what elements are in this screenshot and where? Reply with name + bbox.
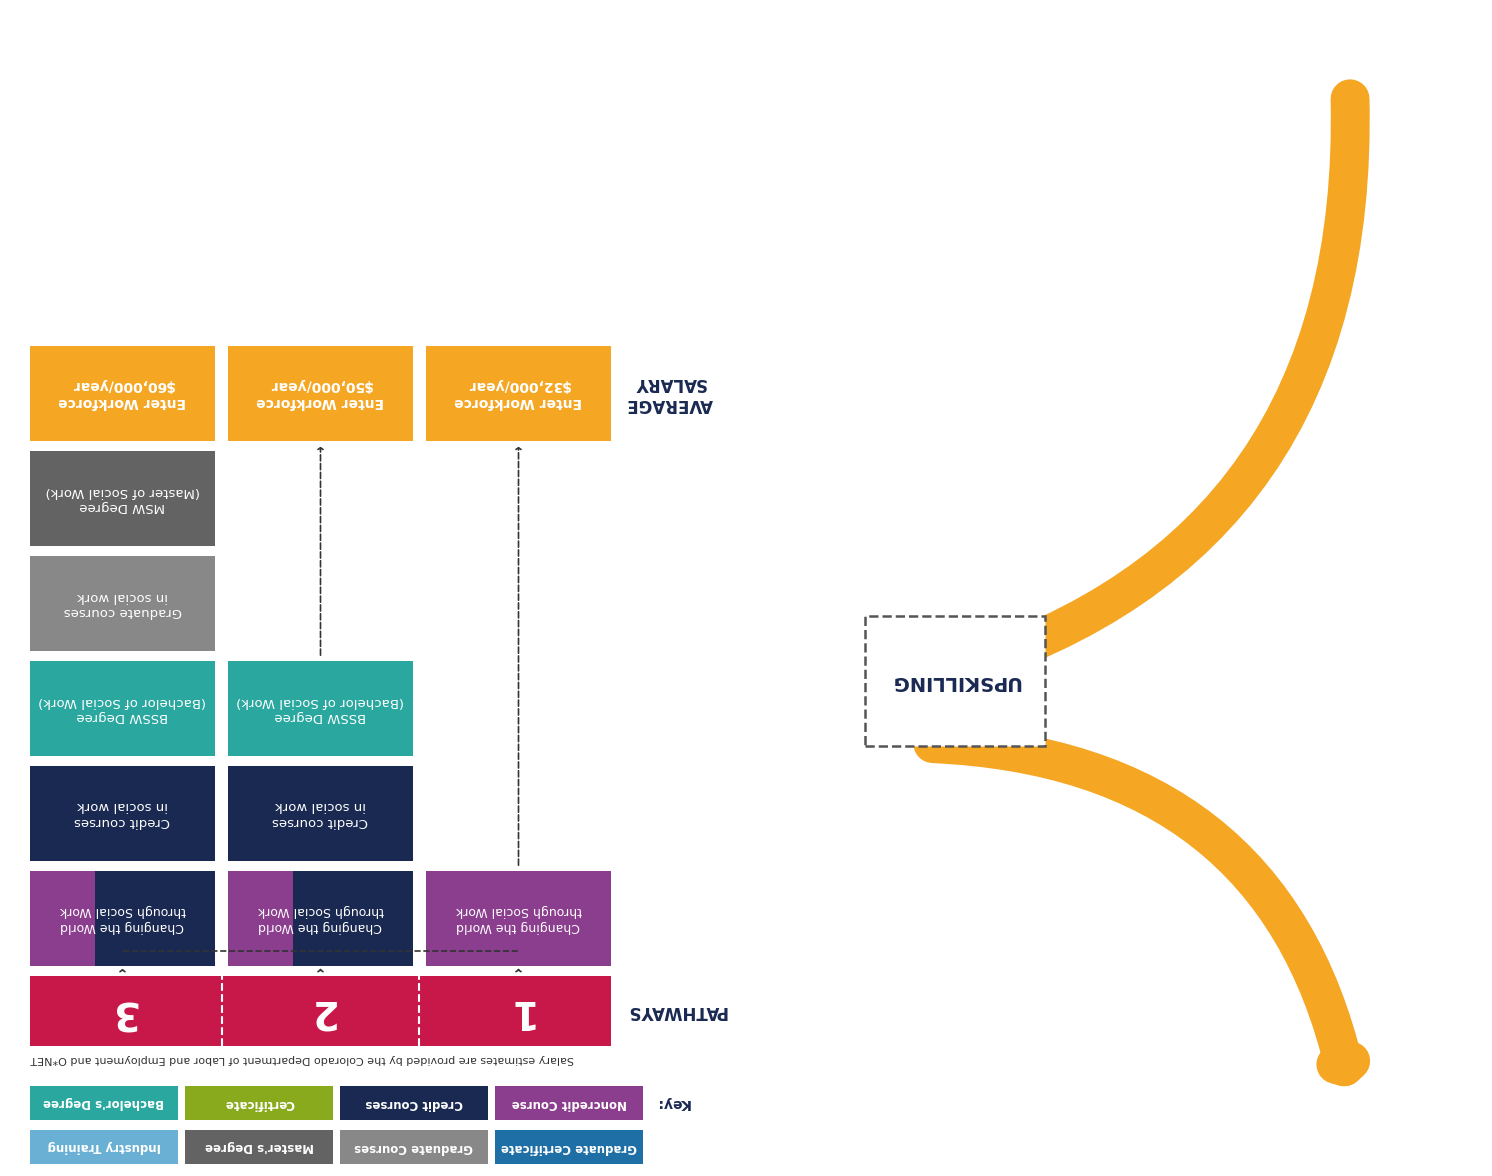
Text: Changing the World
through Social Work: Changing the World through Social Work	[60, 904, 185, 933]
Text: Graduate Courses: Graduate Courses	[355, 1141, 473, 1154]
FancyBboxPatch shape	[427, 871, 612, 965]
FancyBboxPatch shape	[495, 1085, 643, 1120]
FancyBboxPatch shape	[185, 1085, 333, 1120]
FancyBboxPatch shape	[30, 1085, 178, 1120]
FancyBboxPatch shape	[30, 661, 215, 756]
Text: Bachelor's Degree: Bachelor's Degree	[43, 1096, 164, 1109]
Text: Credit courses
in social work: Credit courses in social work	[273, 800, 369, 828]
FancyBboxPatch shape	[30, 452, 215, 546]
FancyBboxPatch shape	[30, 976, 612, 1045]
FancyBboxPatch shape	[292, 871, 413, 965]
FancyBboxPatch shape	[865, 616, 1044, 746]
Text: Graduate courses
in social work: Graduate courses in social work	[63, 589, 182, 617]
Text: Noncredit Course: Noncredit Course	[512, 1096, 627, 1109]
FancyBboxPatch shape	[185, 1130, 333, 1164]
Text: Salary estimates are provided by the Colorado Department of Labor and Employment: Salary estimates are provided by the Col…	[30, 1054, 573, 1064]
Text: 1: 1	[504, 993, 533, 1030]
Text: AVERAGE
SALARY: AVERAGE SALARY	[627, 374, 713, 413]
FancyBboxPatch shape	[30, 871, 95, 965]
Text: 2: 2	[307, 993, 334, 1030]
FancyBboxPatch shape	[30, 766, 215, 861]
Text: UPSKILLING: UPSKILLING	[889, 671, 1021, 690]
Text: Certificate: Certificate	[224, 1096, 294, 1109]
FancyBboxPatch shape	[495, 1130, 643, 1164]
Text: Industry Training: Industry Training	[48, 1141, 161, 1154]
FancyBboxPatch shape	[228, 766, 413, 861]
Text: Key:: Key:	[655, 1096, 689, 1110]
Text: Master's Degree: Master's Degree	[204, 1141, 313, 1154]
FancyBboxPatch shape	[427, 346, 612, 441]
FancyBboxPatch shape	[30, 1130, 178, 1164]
Text: MSW Degree
(Master of Social Work): MSW Degree (Master of Social Work)	[45, 485, 200, 513]
FancyBboxPatch shape	[340, 1085, 488, 1120]
Text: Enter Workforce
$60,000/year: Enter Workforce $60,000/year	[58, 379, 186, 408]
FancyBboxPatch shape	[228, 346, 413, 441]
Text: BSSW Degree
(Bachelor of Social Work): BSSW Degree (Bachelor of Social Work)	[39, 695, 206, 722]
Text: Enter Workforce
$32,000/year: Enter Workforce $32,000/year	[455, 379, 582, 408]
Text: 3: 3	[109, 993, 136, 1030]
Text: Changing the World
through Social Work: Changing the World through Social Work	[258, 904, 383, 933]
Text: Credit courses
in social work: Credit courses in social work	[75, 800, 170, 828]
Text: Credit Courses: Credit Courses	[366, 1096, 463, 1109]
Text: Enter Workforce
$50,000/year: Enter Workforce $50,000/year	[257, 379, 385, 408]
FancyBboxPatch shape	[228, 661, 413, 756]
FancyBboxPatch shape	[228, 871, 292, 965]
Text: Changing the World
through Social Work: Changing the World through Social Work	[455, 904, 582, 933]
FancyBboxPatch shape	[340, 1130, 488, 1164]
FancyBboxPatch shape	[30, 346, 215, 441]
FancyBboxPatch shape	[95, 871, 215, 965]
Text: Graduate Certificate: Graduate Certificate	[501, 1141, 637, 1154]
Text: BSSW Degree
(Bachelor of Social Work): BSSW Degree (Bachelor of Social Work)	[237, 695, 404, 722]
Text: PATHWAYS: PATHWAYS	[627, 1002, 727, 1020]
FancyBboxPatch shape	[30, 556, 215, 652]
